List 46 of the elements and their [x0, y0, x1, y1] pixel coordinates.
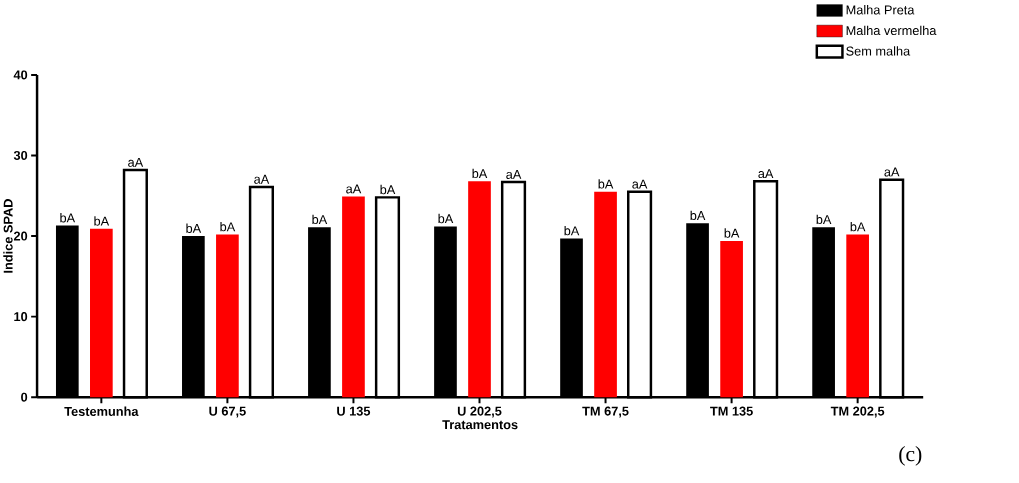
- x-tick-label: TM 202,5: [830, 406, 885, 418]
- y-tick-label: 20: [13, 231, 28, 241]
- y-tick-label: 30: [13, 150, 28, 161]
- x-axis-title: Tratamentos: [442, 420, 518, 430]
- data-label: bA: [472, 168, 488, 179]
- data-label: aA: [632, 179, 648, 189]
- data-label: bA: [60, 213, 76, 223]
- data-label: aA: [884, 167, 900, 177]
- y-tick-label: 40: [13, 70, 28, 80]
- data-label: bA: [312, 214, 328, 225]
- bar: [594, 191, 617, 398]
- data-label: bA: [598, 179, 614, 189]
- y-tick-label: 0: [21, 392, 28, 402]
- data-label: bA: [850, 221, 866, 232]
- bar: [216, 234, 239, 398]
- data-label: bA: [816, 214, 832, 225]
- data-label: bA: [724, 228, 740, 238]
- legend-label: Sem malha: [846, 46, 911, 56]
- data-label: bA: [690, 210, 706, 221]
- x-tick-label: U 202,5: [457, 406, 502, 418]
- y-tick-label: 10: [14, 312, 28, 322]
- y-axis-title: Indice SPAD: [3, 199, 13, 273]
- legend-label: Malha vermelha: [846, 25, 937, 36]
- bar: [846, 234, 869, 398]
- data-label: aA: [346, 184, 362, 194]
- text: (c): [899, 446, 922, 466]
- legend-label: Malha Preta: [846, 5, 915, 15]
- x-tick-label: Testemunha: [64, 406, 139, 416]
- data-label: bA: [186, 223, 202, 233]
- data-label: bA: [438, 213, 454, 224]
- data-label: aA: [758, 169, 774, 179]
- bar: [468, 181, 491, 398]
- data-label: bA: [94, 216, 110, 226]
- data-label: bA: [220, 221, 236, 232]
- data-label: bA: [564, 225, 580, 236]
- x-tick-label: TM 67,5: [582, 406, 629, 418]
- data-label: aA: [506, 170, 522, 179]
- data-label: aA: [254, 174, 270, 184]
- x-tick-label: TM 135: [710, 406, 753, 416]
- data-label: aA: [128, 157, 144, 167]
- bar: [720, 240, 743, 398]
- bar: [342, 196, 365, 398]
- x-tick-label: U 135: [337, 406, 371, 416]
- x-tick-label: U 67,5: [209, 406, 246, 418]
- data-label: bA: [380, 184, 396, 195]
- bar: [90, 228, 113, 398]
